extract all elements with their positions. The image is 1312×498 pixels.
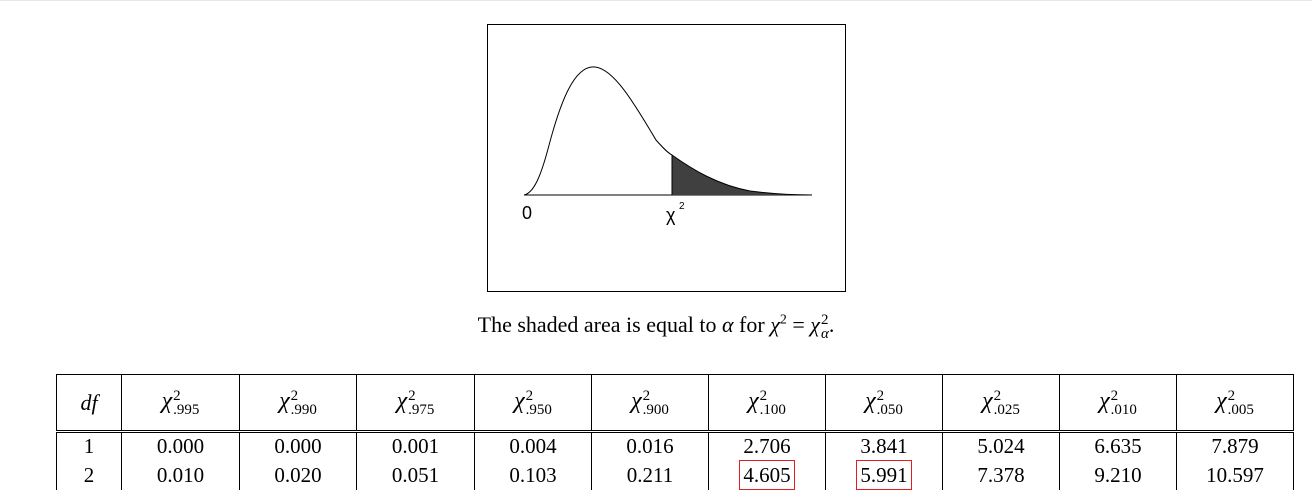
table-cell: 10.597: [1176, 460, 1294, 490]
caption-equals: =: [786, 312, 811, 337]
figure-caption: The shaded area is equal to α for χ2 = χ…: [0, 312, 1312, 341]
column-header: χ 2.025: [942, 374, 1060, 432]
table-cell-highlighted: 5.991: [825, 459, 943, 490]
highlight-box: 4.605: [739, 459, 795, 490]
column-header: χ 2.990: [239, 374, 357, 432]
caption-period: .: [828, 312, 835, 337]
highlight-box: 5.991: [856, 459, 912, 490]
table-cell: 9.210: [1059, 460, 1177, 490]
zero-label: 0: [522, 203, 532, 223]
shaded-tail-area: [672, 155, 812, 195]
table-cell: 0.211: [591, 460, 709, 490]
column-header: χ 2.010: [1059, 374, 1177, 432]
top-border: [0, 0, 1312, 1]
caption-text-prefix: The shaded area is equal to: [477, 312, 722, 337]
df-header: df: [56, 374, 122, 432]
caption-chi: χ: [770, 312, 780, 337]
table-cell-highlighted: 4.605: [708, 459, 826, 490]
table-cell: 3.841: [825, 430, 943, 461]
table-cell: 0.001: [356, 430, 475, 461]
table-row: 2 0.010 0.020 0.051 0.103 0.211 4.605 5.…: [56, 459, 1294, 490]
column-header: χ 2.995: [121, 374, 240, 432]
caption-exponent: 2: [779, 312, 787, 328]
table-cell: 0.016: [591, 430, 709, 461]
table-cell: 0.000: [239, 430, 357, 461]
table-cell: 0.000: [121, 430, 240, 461]
caption-text-middle: for: [733, 312, 771, 337]
df-cell: 1: [56, 430, 122, 461]
table-cell: 0.020: [239, 460, 357, 490]
caption-chi-alpha-subscript: α: [820, 325, 829, 342]
table-cell: 7.378: [942, 460, 1060, 490]
caption-chi-alpha-exponent: 2: [820, 311, 829, 328]
table-cell: 2.706: [708, 430, 826, 461]
density-curve: [523, 66, 813, 196]
chi-square-density-plot: 0 χ 2: [522, 66, 813, 225]
caption-chi-alpha: χ: [810, 312, 820, 337]
column-header: χ 2.005: [1176, 374, 1294, 432]
caption-alpha: α: [721, 312, 734, 337]
column-header: χ 2.100: [708, 374, 826, 432]
column-header: χ 2.975: [356, 374, 475, 432]
table-cell: 7.879: [1176, 430, 1294, 461]
table-cell: 5.024: [942, 430, 1060, 461]
table-cell: 0.051: [356, 460, 475, 490]
chi-axis-label-exponent: 2: [679, 201, 685, 212]
column-header: χ 2.900: [591, 374, 709, 432]
table-cell: 0.103: [474, 460, 592, 490]
column-header: χ 2.050: [825, 374, 943, 432]
table-cell: 0.010: [121, 460, 240, 490]
df-cell: 2: [56, 460, 122, 490]
table-cell: 0.004: [474, 430, 592, 461]
chi-square-figure: 0 χ 2: [487, 24, 846, 292]
table-row: 1 0.000 0.000 0.001 0.004 0.016 2.706 3.…: [56, 430, 1294, 461]
chi-axis-label: χ: [666, 205, 676, 225]
column-header: χ 2.950: [474, 374, 592, 432]
table-cell: 6.635: [1059, 430, 1177, 461]
